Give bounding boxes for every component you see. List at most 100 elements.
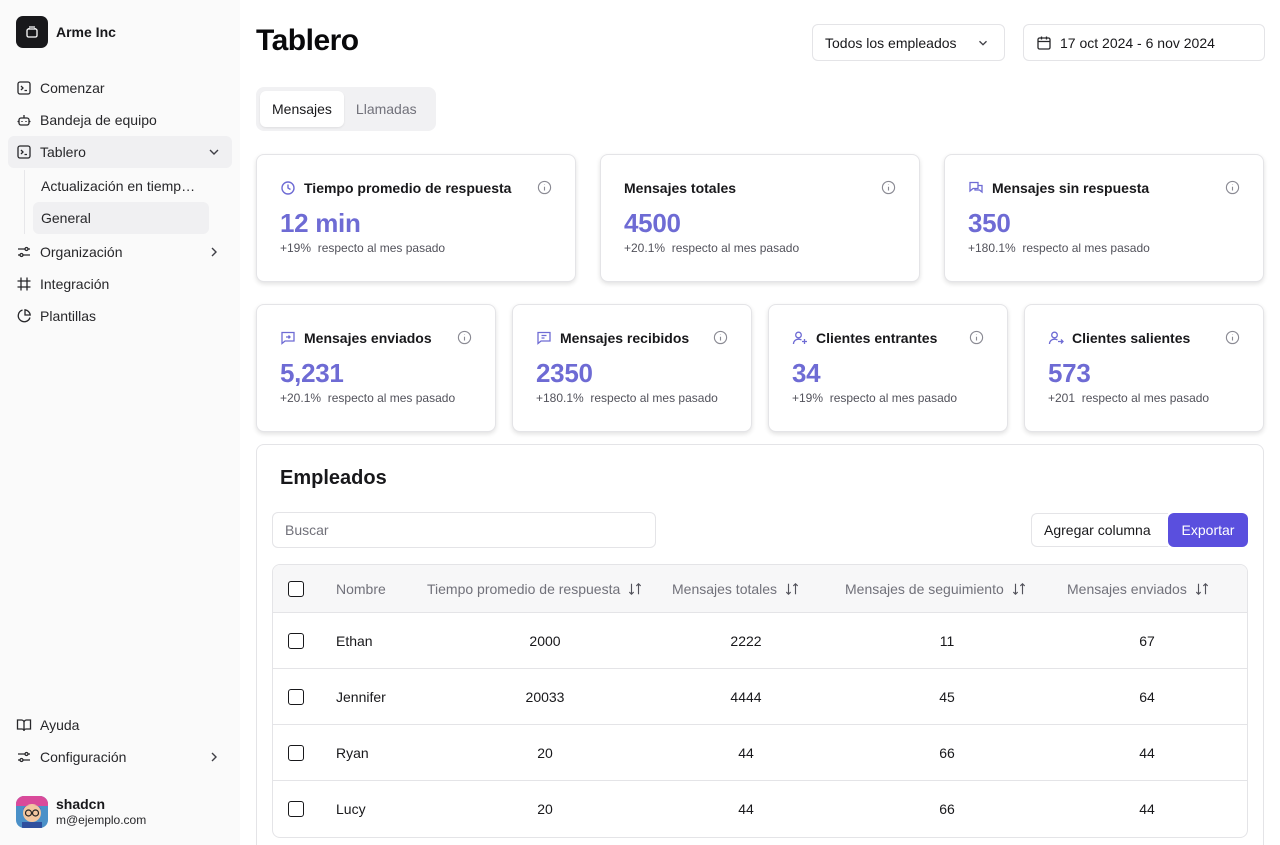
stat-change: +19% <box>280 241 312 255</box>
cell-avg-response: 20033 <box>525 688 565 705</box>
table-row[interactable]: Jennifer 20033 4444 45 64 <box>273 669 1247 725</box>
sort-icon <box>1012 582 1025 595</box>
employees-table: Nombre Tiempo promedio de respuesta Mens… <box>272 564 1248 838</box>
employees-panel: Empleados Agregar columna Exportar Nombr… <box>256 444 1264 845</box>
stat-footer: +201 respecto al mes pasado <box>1048 391 1209 405</box>
stat-change-suffix: respecto al mes pasado <box>590 391 718 405</box>
cell-followup: 45 <box>939 688 955 705</box>
sidebar-subitem-general[interactable]: General <box>33 202 209 234</box>
column-header-avg-response[interactable]: Tiempo promedio de respuesta <box>427 565 642 612</box>
stat-title: Mensajes sin respuesta <box>992 180 1150 196</box>
cell-avg-response: 2000 <box>529 632 561 649</box>
select-all-checkbox[interactable] <box>288 581 304 597</box>
stat-card-unanswered: Mensajes sin respuesta 350 +180.1% respe… <box>944 154 1264 282</box>
sidebar-item-integracion[interactable]: Integración <box>8 268 232 300</box>
user-plus-icon <box>792 331 807 345</box>
table-row[interactable]: Ethan 2000 2222 11 67 <box>273 613 1247 669</box>
sidebar-item-label: Integración <box>40 276 110 292</box>
table-header-row: Nombre Tiempo promedio de respuesta Mens… <box>273 565 1247 613</box>
sidebar-item-label: Configuración <box>40 749 127 765</box>
stat-card-received: Mensajes recibidos 2350 +180.1% respecto… <box>512 304 752 432</box>
stat-footer: +180.1% respecto al mes pasado <box>968 241 1150 255</box>
stat-title: Clientes entrantes <box>816 330 938 346</box>
sidebar-item-configuracion[interactable]: Configuración <box>8 741 232 773</box>
stat-footer: +180.1% respecto al mes pasado <box>536 391 718 405</box>
info-icon[interactable] <box>1225 180 1240 195</box>
stat-card-total-messages: Mensajes totales 4500 +20.1% respecto al… <box>600 154 920 282</box>
cell-sent: 44 <box>1139 801 1155 817</box>
cell-total-messages: 4444 <box>730 688 762 705</box>
sidebar-item-bandeja[interactable]: Bandeja de equipo <box>8 104 232 136</box>
tab-llamadas[interactable]: Llamadas <box>355 101 417 117</box>
sidebar-item-ayuda[interactable]: Ayuda <box>8 709 232 741</box>
column-header-label: Mensajes de seguimiento <box>845 580 1004 597</box>
stat-title: Tiempo promedio de respuesta <box>304 180 512 196</box>
row-checkbox[interactable] <box>288 633 304 649</box>
stat-change: +180.1% <box>968 241 1016 255</box>
info-icon[interactable] <box>713 330 728 345</box>
sidebar-subnav: Actualización en tiempo real General <box>24 170 232 234</box>
add-column-button[interactable]: Agregar columna <box>1031 513 1168 547</box>
sidebar-item-tablero[interactable]: Tablero <box>8 136 232 168</box>
sidebar-item-label: Organización <box>40 244 123 260</box>
cell-followup: 11 <box>939 632 955 649</box>
sort-icon <box>629 582 642 595</box>
frame-icon <box>17 277 31 291</box>
row-checkbox[interactable] <box>288 745 304 761</box>
stat-value: 4500 <box>624 208 681 238</box>
table-row[interactable]: Lucy 20 44 66 44 <box>273 781 1247 837</box>
sort-icon <box>785 582 799 595</box>
user-email: m@ejemplo.com <box>56 813 147 827</box>
message-in-icon <box>537 331 551 345</box>
sidebar: Arme Inc Comenzar Bandeja de equipo Tabl… <box>0 0 240 845</box>
cell-name: Ryan <box>336 744 369 761</box>
employee-filter-value: Todos los empleados <box>825 34 957 51</box>
stat-value: 34 <box>792 358 821 388</box>
chevron-right-icon <box>211 247 217 257</box>
export-button[interactable]: Exportar <box>1168 513 1248 547</box>
search-input[interactable] <box>272 512 656 548</box>
clock-icon <box>281 181 295 195</box>
stat-title: Clientes salientes <box>1072 330 1191 346</box>
sidebar-subitem-realtime[interactable]: Actualización en tiempo real <box>33 170 209 202</box>
date-range-value: 17 oct 2024 - 6 nov 2024 <box>1060 34 1215 51</box>
stat-card-incoming-clients: Clientes entrantes 34 +19% respecto al m… <box>768 304 1008 432</box>
sidebar-item-comenzar[interactable]: Comenzar <box>8 72 232 104</box>
stat-change-suffix: respecto al mes pasado <box>829 391 958 405</box>
info-icon[interactable] <box>1225 330 1240 345</box>
sidebar-item-label: Comenzar <box>40 80 105 96</box>
column-header-label: Mensajes enviados <box>1067 580 1187 597</box>
sidebar-item-plantillas[interactable]: Plantillas <box>8 300 232 332</box>
column-header-sent[interactable]: Mensajes enviados <box>1067 565 1209 612</box>
stat-value: 2350 <box>536 358 593 388</box>
sidebar-item-label: Tablero <box>40 144 86 160</box>
column-header-followup[interactable]: Mensajes de seguimiento <box>845 565 1026 612</box>
tab-mensajes[interactable]: Mensajes <box>260 91 344 127</box>
row-checkbox[interactable] <box>288 689 304 705</box>
stat-change: +180.1% <box>536 391 584 405</box>
column-header-label: Tiempo promedio de respuesta <box>427 580 621 597</box>
info-icon[interactable] <box>457 330 472 345</box>
table-actions: Agregar columna Exportar <box>1031 513 1248 547</box>
brand[interactable]: Arme Inc <box>16 16 116 48</box>
employee-filter-select[interactable]: Todos los empleados <box>812 24 1005 61</box>
cell-total-messages: 2222 <box>730 632 762 649</box>
sidebar-item-label: Plantillas <box>40 308 97 324</box>
date-range-picker[interactable]: 17 oct 2024 - 6 nov 2024 <box>1023 24 1265 61</box>
column-header-total-messages[interactable]: Mensajes totales <box>672 565 799 612</box>
stat-change-suffix: respecto al mes pasado <box>1081 391 1210 405</box>
table-row[interactable]: Ryan 20 44 66 44 <box>273 725 1247 781</box>
cell-name: Ethan <box>336 632 373 649</box>
square-terminal-icon <box>17 145 31 159</box>
info-icon[interactable] <box>969 330 984 345</box>
info-icon[interactable] <box>537 180 552 195</box>
sidebar-item-organizacion[interactable]: Organización <box>8 236 232 268</box>
row-checkbox[interactable] <box>288 801 304 817</box>
sidebar-footer-nav: Ayuda Configuración <box>8 709 232 773</box>
stat-change: +201 <box>1048 391 1076 405</box>
stat-change-suffix: respecto al mes pasado <box>327 391 456 405</box>
column-header-label: Mensajes totales <box>672 580 778 597</box>
user-menu[interactable]: shadcn m@ejemplo.com <box>16 796 146 828</box>
info-icon[interactable] <box>881 180 896 195</box>
square-terminal-icon <box>17 81 31 95</box>
